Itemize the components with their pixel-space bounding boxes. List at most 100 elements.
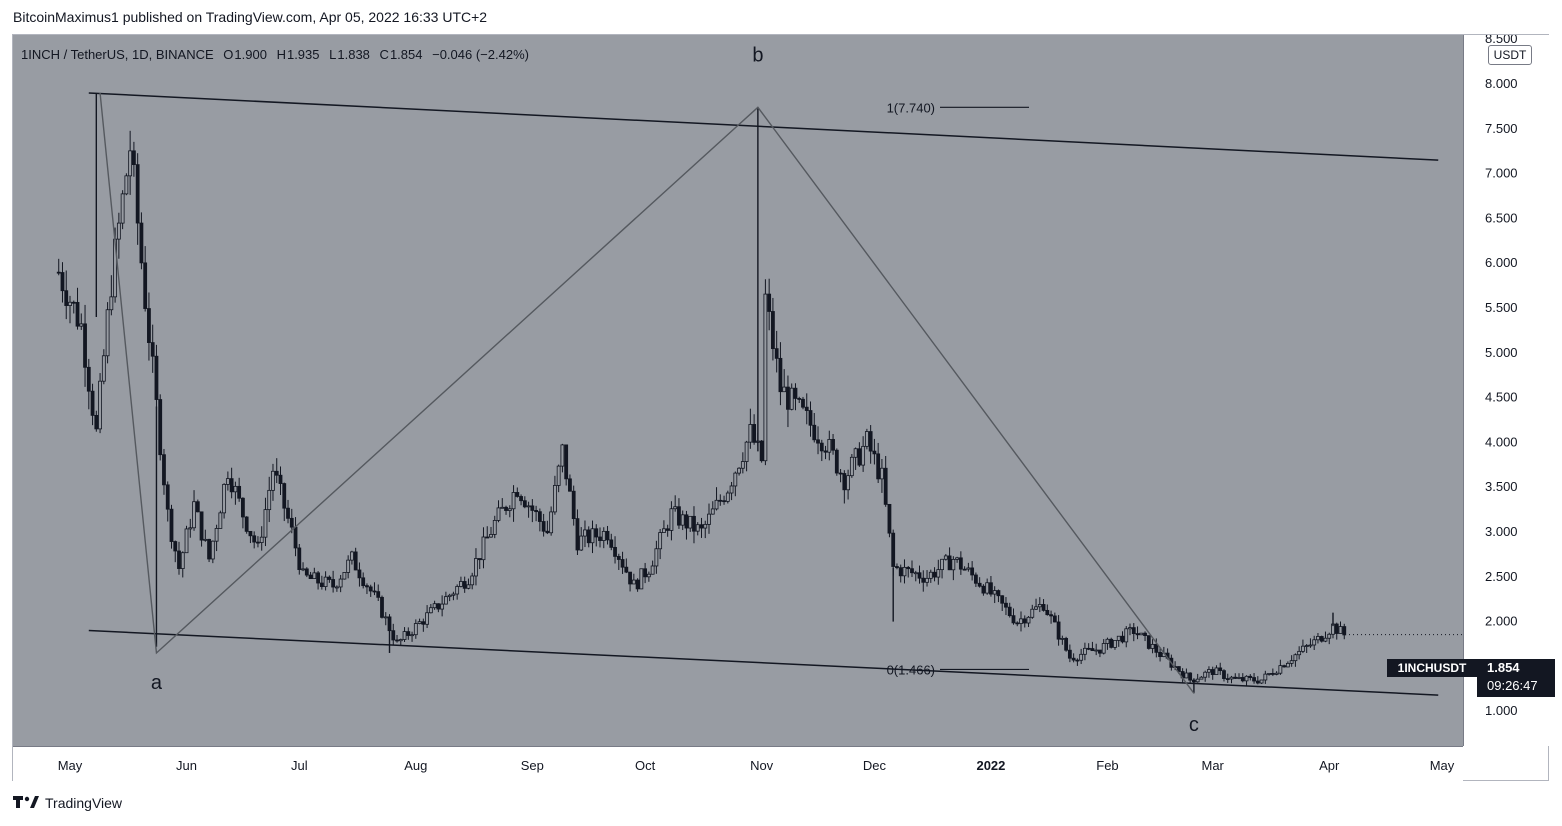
candle-body xyxy=(834,449,839,474)
candle-body xyxy=(669,508,674,531)
candle-body xyxy=(376,591,381,598)
candle-body xyxy=(624,566,629,573)
wave-label-a: a xyxy=(151,672,163,694)
legend-close-value: 1.854 xyxy=(389,47,423,62)
candle-body xyxy=(590,528,595,544)
legend-open-label: O xyxy=(223,47,234,62)
candle-body xyxy=(1037,604,1042,608)
candle-body xyxy=(319,582,324,588)
candle-body xyxy=(1210,669,1215,675)
candle-body xyxy=(1218,667,1223,672)
candle-body xyxy=(425,612,429,625)
candle-body xyxy=(1056,621,1061,640)
candle-body xyxy=(609,539,614,548)
candle-body xyxy=(605,530,610,541)
candle-body xyxy=(1237,677,1241,679)
candle-body xyxy=(207,538,211,560)
candle-body xyxy=(1342,626,1347,636)
candle-body xyxy=(849,456,854,477)
candle-body xyxy=(695,524,700,532)
candle-body xyxy=(1188,672,1193,681)
candle-body xyxy=(331,579,336,588)
candle-body xyxy=(120,193,125,224)
candle-body xyxy=(526,505,531,508)
candle-body xyxy=(428,607,433,614)
candle-body xyxy=(951,558,956,571)
candle-body xyxy=(1011,615,1016,624)
candle-body xyxy=(233,485,238,493)
candle-body xyxy=(64,290,69,306)
time-axis[interactable] xyxy=(13,746,1463,782)
candle-body xyxy=(1312,639,1317,646)
price-axis[interactable] xyxy=(1463,35,1550,746)
candle-body xyxy=(571,490,576,520)
candle-body xyxy=(402,631,407,640)
candle-body xyxy=(575,518,580,551)
candle-body xyxy=(1131,627,1136,634)
candle-body xyxy=(455,586,460,595)
candle-body xyxy=(552,485,557,513)
candle-body xyxy=(297,547,302,570)
candle-body xyxy=(1263,673,1268,681)
candle-body xyxy=(1338,626,1343,634)
candle-body xyxy=(966,567,971,570)
candle-body xyxy=(274,470,279,476)
plot-area[interactable] xyxy=(13,35,1463,746)
candle-body xyxy=(1075,659,1080,662)
legend-high-value: 1.935 xyxy=(286,47,320,62)
candle-body xyxy=(872,450,877,455)
candle-body xyxy=(537,511,542,522)
candle-body xyxy=(1146,635,1151,649)
candle-body xyxy=(876,453,881,480)
candle-body xyxy=(947,555,952,571)
candle-body xyxy=(256,541,260,544)
candle-body xyxy=(928,571,933,579)
candle-body xyxy=(1323,637,1328,642)
candle-body xyxy=(162,454,166,486)
candle-body xyxy=(812,424,817,441)
wave-label-b: b xyxy=(752,45,763,67)
candle-body xyxy=(996,590,1001,597)
candle-body xyxy=(1026,616,1031,624)
candle-body xyxy=(286,507,290,519)
currency-badge[interactable]: USDT xyxy=(1488,45,1532,65)
candle-body xyxy=(1304,645,1309,647)
candle-body xyxy=(342,572,347,580)
candle-body xyxy=(1297,650,1302,656)
candle-body xyxy=(301,568,305,571)
candle-body xyxy=(443,596,448,605)
price-tick-label: 8.500 xyxy=(1485,35,1518,46)
legend-symbol: 1INCH / TetherUS, 1D, BINANCE xyxy=(21,47,214,62)
candle-body xyxy=(639,568,644,590)
price-tick-label: 3.000 xyxy=(1485,524,1518,539)
candle-body xyxy=(568,478,572,492)
candle-body xyxy=(504,506,508,511)
candle-body xyxy=(677,506,681,526)
candle-body xyxy=(406,631,411,636)
candle-body xyxy=(1214,667,1219,675)
candle-body xyxy=(864,431,869,447)
candle-body xyxy=(252,535,257,543)
candle-body xyxy=(98,380,102,430)
candle-body xyxy=(1222,670,1226,679)
legend-low-value: 1.838 xyxy=(337,47,370,62)
candle-body xyxy=(1199,676,1204,680)
candle-body xyxy=(1293,654,1298,662)
candle-body xyxy=(519,496,523,502)
candle-body xyxy=(353,551,358,571)
publisher-line: BitcoinMaximus1 published on TradingView… xyxy=(13,9,488,25)
chart-frame: 8.500 8.000 7.500 7.000 6.500 6.000 5.500 5.000… xyxy=(12,34,1555,782)
candle-body xyxy=(1105,638,1110,644)
channel-trendline xyxy=(88,629,1439,696)
fib-level-label: 0(1.466) xyxy=(887,662,935,677)
candle-body xyxy=(635,579,640,590)
candle-body xyxy=(925,577,929,583)
candle-body xyxy=(613,546,617,557)
candle-body xyxy=(267,489,272,511)
candle-body xyxy=(1045,609,1050,616)
tradingview-logo[interactable]: TradingView xyxy=(13,795,122,811)
candle-body xyxy=(1071,657,1076,661)
candle-body xyxy=(68,301,72,306)
candle-body xyxy=(1176,666,1181,672)
candle-body xyxy=(688,515,693,529)
